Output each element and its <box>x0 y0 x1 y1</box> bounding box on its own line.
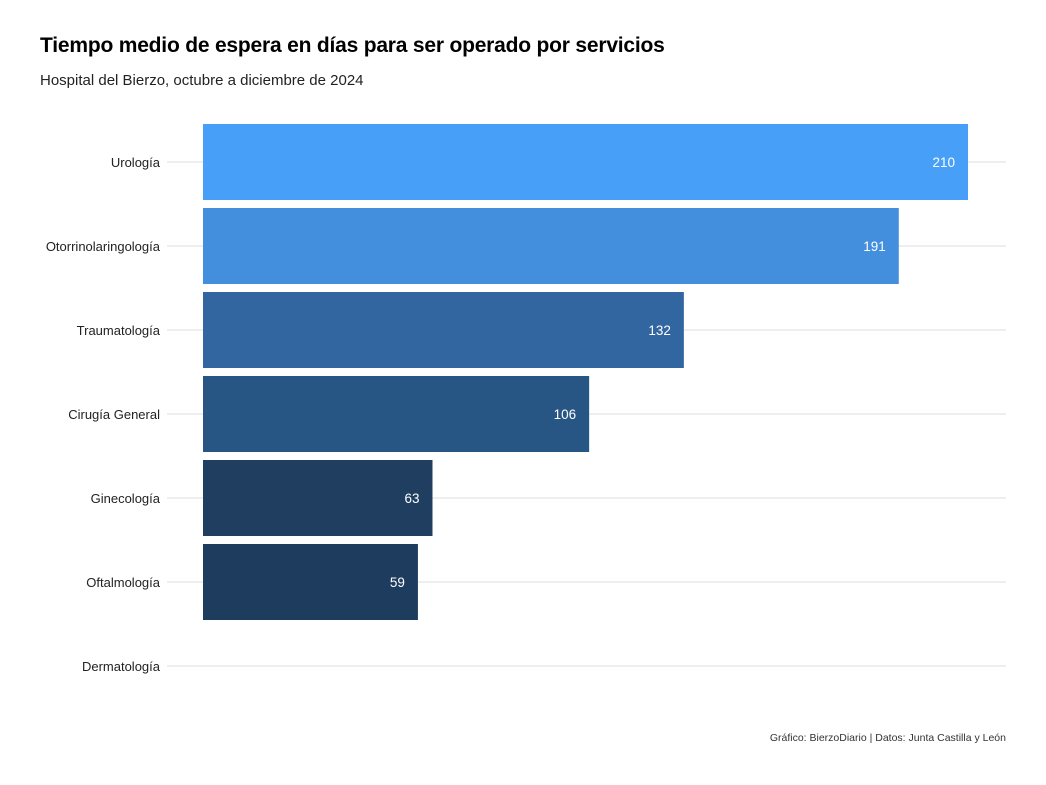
category-label: Ginecología <box>91 491 161 506</box>
bar-value-label: 59 <box>390 575 405 590</box>
category-label: Traumatología <box>77 323 161 338</box>
category-label: Dermatología <box>82 659 161 674</box>
bar <box>203 124 968 200</box>
bar-value-label: 210 <box>932 155 955 170</box>
category-axis-labels: Urología Otorrinolaringología Traumatologí… <box>46 155 161 674</box>
chart-title: Tiempo medio de espera en días para ser … <box>40 34 665 57</box>
bar-value-label: 106 <box>554 407 577 422</box>
bar-value-label: 63 <box>404 491 419 506</box>
category-label: Oftalmología <box>86 575 160 590</box>
value-labels: 210 191 132 106 63 59 <box>390 155 955 590</box>
bar <box>203 460 433 536</box>
chart-caption: Gráfico: BierzoDiario | Datos: Junta Cas… <box>769 732 1006 744</box>
bar <box>203 292 684 368</box>
category-label: Urología <box>111 155 161 170</box>
bars <box>203 124 968 620</box>
bar <box>203 376 590 452</box>
bar-value-label: 191 <box>863 239 886 254</box>
bar <box>203 544 418 620</box>
chart-subtitle: Hospital del Bierzo, octubre a diciembre… <box>40 72 364 89</box>
category-label: Cirugía General <box>68 407 160 422</box>
bar-value-label: 132 <box>648 323 671 338</box>
bar <box>203 208 899 284</box>
category-label: Otorrinolaringología <box>46 239 161 254</box>
